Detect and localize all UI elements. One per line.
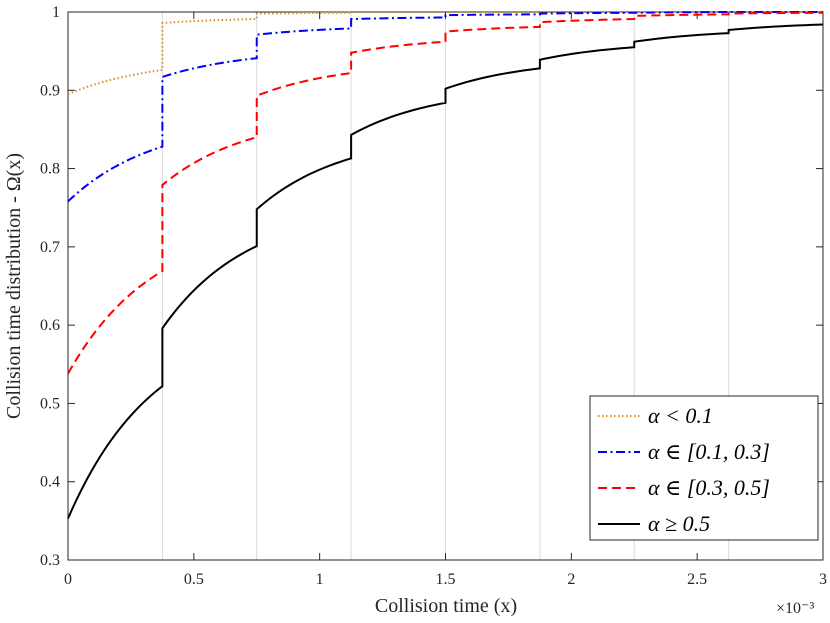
legend: α < 0.1 α ∈ [0.1, 0.3] α ∈ [0.3, 0.5] α ≥ 0…: [589, 395, 819, 541]
x-tick-label-3: 1.5: [436, 571, 456, 588]
x-axis-label: Collision time (x): [375, 595, 517, 617]
series-line-2: [67, 11, 824, 375]
y-tick-label-0: 0.3: [40, 552, 60, 569]
legend-label-3: α ≥ 0.5: [648, 511, 710, 536]
y-tick-label-3: 0.6: [40, 317, 60, 334]
series-line-3: [67, 23, 824, 519]
y-tick-label-4: 0.7: [40, 239, 60, 256]
y-axis-label: Collision time distribution - Ω(x): [3, 153, 25, 419]
legend-label-2: α ∈ [0.3, 0.5]: [648, 475, 770, 500]
series-lines: [67, 11, 824, 519]
legend-label-0: α < 0.1: [648, 403, 713, 428]
legend-box: [589, 395, 819, 541]
axis-ticks: 0 0.5 1 1.5 2 2.5 3 0.3 0.4 0.5 0.6 0.7 0.8 0.9 1: [40, 4, 827, 588]
x-tick-label-4: 2: [567, 571, 575, 588]
x-tick-label-2: 1: [316, 571, 324, 588]
x-axis-exponent-label: ×10⁻³: [776, 600, 814, 617]
series-line-1: [67, 11, 823, 203]
legend-label-1: α ∈ [0.1, 0.3]: [648, 439, 770, 464]
y-tick-label-7: 1: [52, 4, 60, 21]
series-line-0: [67, 11, 823, 96]
x-tick-label-0: 0: [64, 571, 72, 588]
y-tick-label-5: 0.8: [40, 161, 60, 178]
x-tick-label-1: 0.5: [184, 571, 204, 588]
x-tick-label-5: 2.5: [687, 571, 707, 588]
y-tick-label-1: 0.4: [40, 474, 60, 491]
y-tick-label-2: 0.5: [40, 395, 60, 412]
x-tick-label-6: 3: [819, 571, 827, 588]
y-tick-label-6: 0.9: [40, 82, 60, 99]
